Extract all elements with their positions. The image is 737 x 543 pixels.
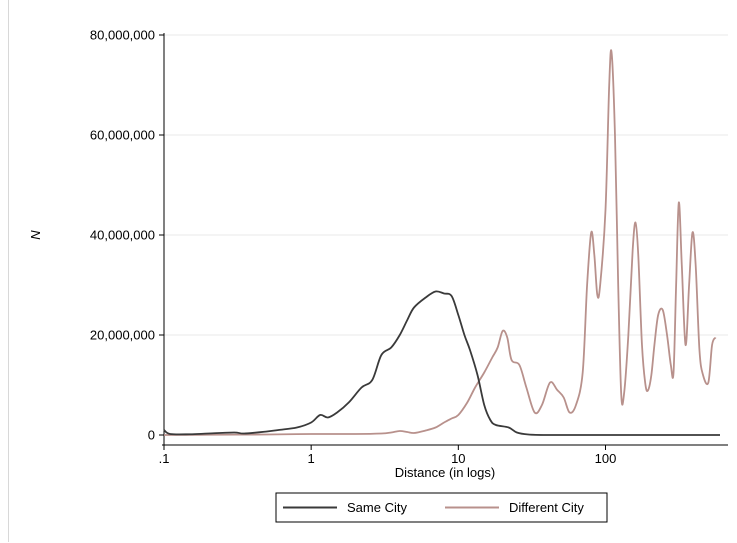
y-tick-label-3: 60,000,000 — [90, 128, 155, 143]
y-tick-label-0: 0 — [148, 428, 155, 443]
legend: Same City Different City — [275, 492, 608, 523]
y-tick-label-2: 40,000,000 — [90, 228, 155, 243]
x-tick-label-1: 1 — [308, 451, 315, 466]
series-line-same-city — [163, 290, 720, 436]
x-axis-label: Distance (in logs) — [395, 465, 495, 480]
legend-label-different-city: Different City — [509, 500, 584, 515]
x-tick-label-3: 100 — [595, 451, 617, 466]
chart-frame — [8, 0, 736, 542]
y-tick-label-4: 80,000,000 — [90, 28, 155, 43]
y-tick-labels: 0 20,000,000 40,000,000 60,000,000 80,000,00… — [90, 28, 155, 443]
y-axis-label: N — [28, 230, 43, 240]
series-line-different-city — [163, 49, 717, 436]
axes — [159, 33, 728, 450]
legend-label-same-city: Same City — [347, 500, 407, 515]
series-lines — [163, 49, 720, 436]
gridlines — [164, 34, 728, 336]
x-tick-label-0: .1 — [159, 451, 170, 466]
x-tick-labels: .1 1 10 100 — [159, 451, 617, 466]
y-tick-label-1: 20,000,000 — [90, 328, 155, 343]
x-tick-label-2: 10 — [451, 451, 465, 466]
